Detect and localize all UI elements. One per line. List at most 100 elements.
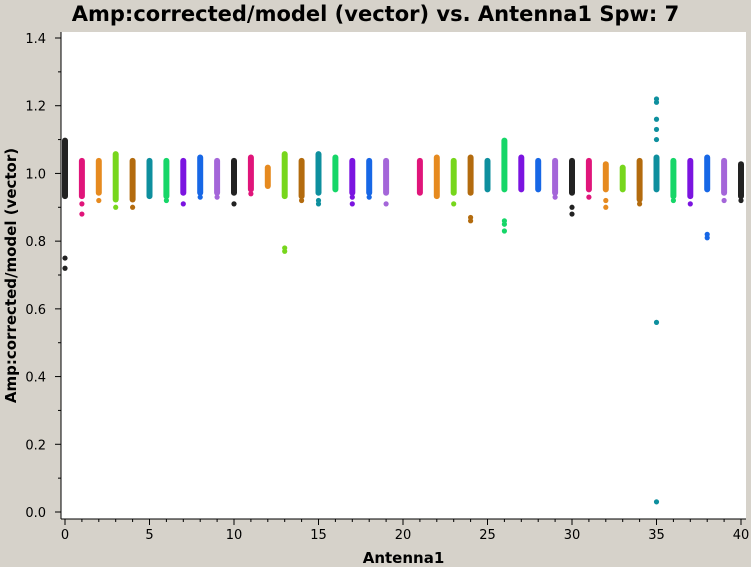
data-band bbox=[180, 157, 187, 196]
data-point bbox=[653, 126, 660, 133]
data-band bbox=[501, 137, 508, 193]
antenna-series-26 bbox=[501, 137, 508, 234]
data-point bbox=[552, 194, 558, 200]
data-marks bbox=[62, 96, 744, 505]
antenna-series-25 bbox=[484, 157, 491, 193]
data-point bbox=[349, 194, 355, 200]
data-point bbox=[653, 499, 660, 505]
data-point bbox=[653, 96, 660, 102]
antenna-series-22 bbox=[433, 154, 440, 200]
antenna-series-14 bbox=[298, 157, 305, 204]
chart-title: Amp:corrected/model (vector) vs. Antenna… bbox=[71, 2, 680, 26]
antenna-series-9 bbox=[214, 157, 221, 200]
data-point bbox=[315, 197, 322, 204]
data-band bbox=[636, 157, 643, 203]
data-band bbox=[366, 157, 373, 196]
antenna-series-12 bbox=[264, 164, 271, 189]
x-axis-label: Antenna1 bbox=[363, 549, 445, 567]
data-point bbox=[653, 116, 660, 122]
antenna-series-29 bbox=[552, 157, 559, 200]
data-point bbox=[299, 197, 305, 204]
y-tick-label: 0.2 bbox=[25, 438, 46, 453]
data-point bbox=[214, 194, 220, 200]
antenna-series-15 bbox=[315, 151, 322, 207]
data-band bbox=[231, 157, 237, 196]
data-point bbox=[180, 201, 186, 207]
data-point bbox=[130, 204, 136, 210]
data-point bbox=[603, 204, 609, 210]
data-band bbox=[197, 154, 204, 196]
data-band bbox=[721, 157, 728, 196]
y-tick-label: 0.4 bbox=[25, 371, 46, 386]
data-point bbox=[738, 197, 744, 204]
data-band bbox=[112, 151, 119, 203]
x-tick-label: 30 bbox=[564, 528, 581, 543]
antenna-series-34 bbox=[636, 157, 643, 207]
y-tick-label: 1.4 bbox=[25, 32, 46, 47]
data-point bbox=[349, 201, 355, 207]
antenna-series-0 bbox=[62, 137, 68, 271]
data-point bbox=[468, 214, 474, 221]
antenna-series-31 bbox=[585, 157, 592, 200]
plot-area bbox=[61, 32, 746, 519]
data-point bbox=[366, 194, 372, 200]
antenna-series-35 bbox=[653, 96, 660, 505]
data-band bbox=[146, 157, 153, 200]
data-point bbox=[451, 201, 457, 207]
data-band bbox=[129, 157, 136, 203]
data-band bbox=[281, 151, 288, 200]
y-tick-label: 0.6 bbox=[25, 303, 46, 318]
x-tick-label: 20 bbox=[395, 528, 412, 543]
data-point bbox=[637, 201, 643, 207]
data-point bbox=[62, 255, 68, 261]
y-tick-label: 0.8 bbox=[25, 235, 46, 250]
data-band bbox=[214, 157, 221, 196]
antenna-series-7 bbox=[180, 157, 187, 207]
data-band bbox=[535, 157, 542, 193]
data-point bbox=[197, 194, 203, 200]
data-point bbox=[653, 319, 660, 325]
x-tick-label: 25 bbox=[479, 528, 496, 543]
data-band bbox=[433, 154, 440, 200]
antenna-series-24 bbox=[467, 154, 474, 224]
data-band bbox=[416, 157, 423, 196]
data-point bbox=[721, 197, 727, 204]
data-point bbox=[79, 211, 85, 217]
x-tick-label: 40 bbox=[733, 528, 750, 543]
x-tick-label: 0 bbox=[61, 528, 69, 543]
y-tick-label: 0.0 bbox=[25, 506, 46, 521]
data-band bbox=[670, 157, 677, 200]
antenna-series-4 bbox=[129, 157, 136, 210]
antenna-series-18 bbox=[366, 157, 373, 200]
data-band bbox=[653, 154, 660, 193]
data-band bbox=[450, 157, 457, 196]
antenna-series-30 bbox=[569, 157, 575, 217]
antenna-series-37 bbox=[687, 157, 694, 207]
data-point bbox=[603, 197, 609, 204]
data-point bbox=[79, 201, 85, 207]
data-band bbox=[62, 137, 68, 200]
data-point bbox=[501, 218, 507, 224]
data-band bbox=[78, 157, 85, 200]
antenna-series-38 bbox=[704, 154, 711, 241]
data-band bbox=[315, 151, 322, 196]
antenna-series-27 bbox=[518, 154, 525, 193]
data-point bbox=[501, 228, 507, 234]
antenna-series-36 bbox=[670, 157, 677, 204]
data-band bbox=[738, 161, 744, 200]
x-tick-label: 10 bbox=[226, 528, 243, 543]
data-band bbox=[484, 157, 491, 193]
antenna-series-8 bbox=[197, 154, 204, 200]
antenna-series-17 bbox=[349, 157, 356, 207]
x-tick-label: 35 bbox=[648, 528, 665, 543]
x-tick-label: 15 bbox=[310, 528, 327, 543]
antenna-series-19 bbox=[383, 157, 390, 207]
data-point bbox=[248, 191, 254, 197]
antenna-series-5 bbox=[146, 157, 153, 200]
data-point bbox=[62, 265, 68, 271]
antenna-series-40 bbox=[738, 161, 744, 204]
data-point bbox=[687, 201, 693, 207]
data-point bbox=[569, 211, 575, 217]
data-point bbox=[282, 245, 288, 251]
